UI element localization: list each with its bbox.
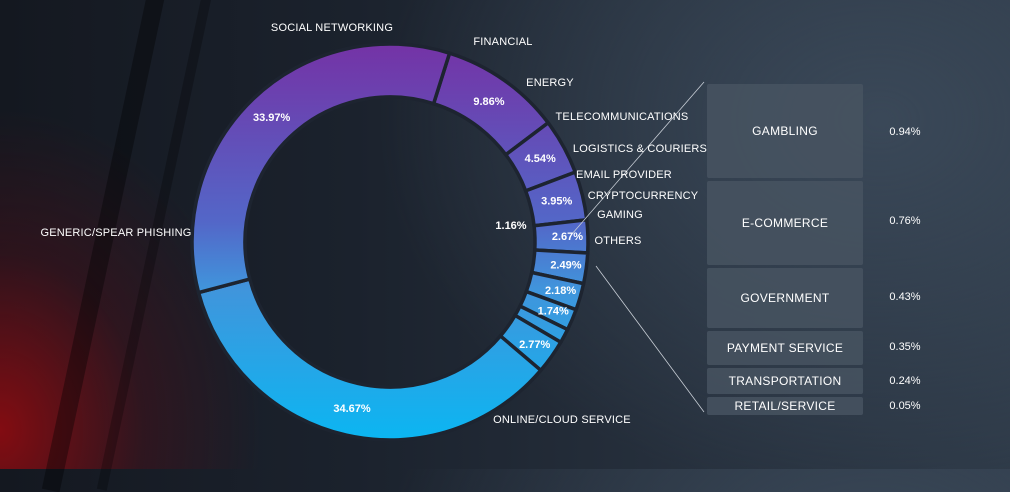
others-row-value: 0.35% <box>889 341 921 353</box>
others-row-label: E-COMMERCE <box>741 216 829 230</box>
slice-value-label: 1.74% <box>538 306 569 318</box>
slice-value-label: 4.54% <box>525 153 556 165</box>
others-row-gambling: GAMBLING <box>707 84 863 178</box>
category-label: OTHERS <box>594 235 641 247</box>
slice-value-label: 33.97% <box>253 112 291 124</box>
category-label: EMAIL PROVIDER <box>576 169 672 181</box>
others-row-value: 0.76% <box>889 215 921 227</box>
others-row-transportation: TRANSPORTATION <box>707 368 863 394</box>
others-row-e-commerce: E-COMMERCE <box>707 181 863 265</box>
others-row-payment-service: PAYMENT SERVICE <box>707 331 863 365</box>
category-label: CRYPTOCURRENCY <box>588 190 699 202</box>
others-row-label: RETAIL/SERVICE <box>734 399 836 413</box>
others-row-label: GOVERNMENT <box>740 291 830 305</box>
callout-line <box>571 81 705 235</box>
others-row-retail-service: RETAIL/SERVICE <box>707 397 863 415</box>
donut-slice-generic-spear-phishing <box>190 42 452 295</box>
slice-value-label: 9.86% <box>473 96 504 108</box>
others-row-value: 0.43% <box>889 291 921 303</box>
others-row-label: TRANSPORTATION <box>728 374 842 388</box>
category-label: LOGISTICS & COURIERS <box>573 143 707 155</box>
category-label: ENERGY <box>526 77 574 89</box>
others-row-label: PAYMENT SERVICE <box>726 341 844 355</box>
slice-value-label: 2.18% <box>545 285 576 297</box>
others-row-government: GOVERNMENT <box>707 268 863 328</box>
slice-value-label: 3.95% <box>541 196 572 208</box>
category-label: GENERIC/SPEAR PHISHING <box>40 227 191 239</box>
category-label: TELECOMMUNICATIONS <box>556 111 689 123</box>
others-row-label: GAMBLING <box>752 124 818 138</box>
category-label: ONLINE/CLOUD SERVICE <box>493 414 631 426</box>
category-label: FINANCIAL <box>473 36 532 48</box>
donut-chart: 9.86% 4.54% 3.95% 2.67% 2.49% 2.18% 1.74% 1.16%… <box>40 22 707 442</box>
category-label: GAMING <box>597 209 643 221</box>
slice-value-label: 2.49% <box>550 260 581 272</box>
category-label: SOCIAL NETWORKING <box>271 22 393 34</box>
others-row-value: 0.24% <box>889 375 921 387</box>
slice-value-label: 2.77% <box>519 339 550 351</box>
slice-value-label: 2.67% <box>552 231 583 243</box>
callout-line <box>595 265 705 413</box>
others-row-value: 0.05% <box>889 400 921 412</box>
others-row-value: 0.94% <box>889 126 921 138</box>
slice-value-label: 34.67% <box>333 403 371 415</box>
slice-value-label: 1.16% <box>495 220 526 232</box>
donut-slice-online-cloud-service <box>196 276 544 442</box>
